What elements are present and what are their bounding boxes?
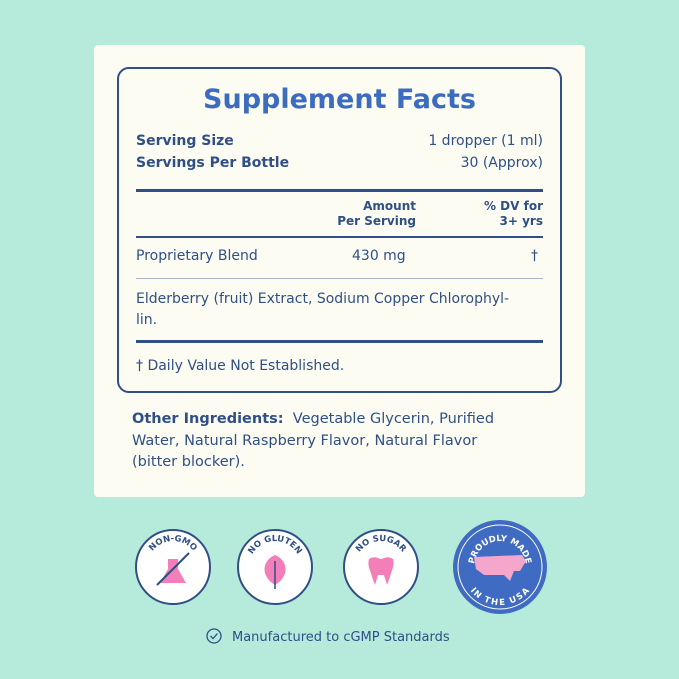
row-name: Proprietary Blend (136, 248, 258, 264)
text: Other Ingredients: (132, 411, 284, 427)
amount-header: Amount Per Serving (337, 199, 416, 229)
divider (136, 278, 543, 279)
serving-size-label: Serving Size (136, 133, 234, 149)
row-dv: † (531, 248, 538, 264)
title: Supplement Facts (203, 84, 476, 115)
check-icon (206, 628, 222, 644)
footnote: † Daily Value Not Established. (136, 358, 345, 374)
text: Per Serving (337, 214, 416, 228)
text: Vegetable Glycerin, Purified Water, Natu… (132, 411, 495, 470)
dv-header: % DV for 3+ yrs (484, 199, 543, 229)
serving-size-value: 1 dropper (1 ml) (428, 133, 543, 149)
other-ingredients: Other Ingredients: Vegetable Glycerin, P… (132, 409, 522, 474)
text: 3+ yrs (499, 214, 543, 228)
text: % DV for (483, 199, 543, 213)
footer: Manufactured to cGMP Standards (232, 630, 450, 645)
divider (136, 340, 543, 343)
blend-line: Elderberry (fruit) Extract, Sodium Coppe… (136, 291, 510, 307)
row-amount: 430 mg (352, 248, 406, 264)
badge: NO GLUTEN (237, 529, 313, 605)
servings-value: 30 (Approx) (460, 155, 543, 171)
badge: NON-GMO (135, 529, 211, 605)
badge: NO SUGAR (343, 529, 419, 605)
badge: PROUDLY MADE IN THE USA (453, 520, 547, 614)
facts-panel: Supplement Facts Serving Size 1 dropper … (117, 67, 562, 393)
divider (136, 189, 543, 192)
facts-card: Supplement Facts Serving Size 1 dropper … (94, 45, 585, 497)
blend-line: lin. (136, 312, 158, 328)
divider (136, 236, 543, 238)
servings-label: Servings Per Bottle (136, 155, 290, 171)
text: Amount (363, 199, 416, 213)
